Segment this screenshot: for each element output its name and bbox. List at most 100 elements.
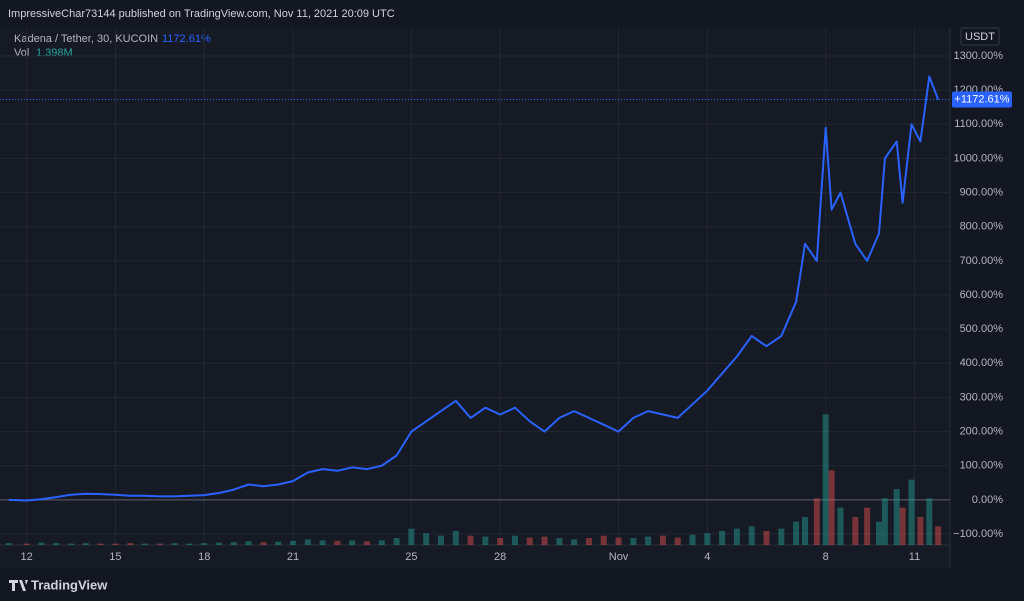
volume-bar — [97, 543, 104, 545]
y-tick-label: −100.00% — [953, 528, 1003, 540]
currency-box — [960, 27, 1000, 46]
volume-bar — [68, 543, 75, 545]
volume-bar — [813, 498, 820, 545]
y-tick-label: 300.00% — [960, 391, 1004, 403]
x-tick-label: 18 — [198, 551, 210, 563]
x-tick-label: 4 — [704, 551, 710, 563]
plot-background — [0, 28, 950, 568]
volume-bar — [585, 538, 592, 545]
volume-bar — [408, 528, 415, 545]
y-tick-label: 200.00% — [960, 425, 1004, 437]
volume-bar — [260, 542, 267, 545]
logo-icon — [9, 580, 28, 591]
price-line-series — [8, 75, 940, 502]
volume-bar — [245, 541, 252, 545]
volume-bar — [908, 479, 915, 545]
volume-bar — [801, 517, 808, 545]
volume-last: 1.398M — [36, 47, 73, 59]
y-tick-label: 400.00% — [960, 357, 1004, 369]
volume-bar — [763, 531, 770, 545]
volume-bar — [53, 543, 60, 545]
volume-bar — [704, 533, 711, 545]
price-label: +1172.61% — [954, 93, 1009, 105]
volume-bar — [837, 507, 844, 545]
volume-bar — [304, 539, 311, 545]
volume-bar — [142, 543, 149, 545]
x-tick-label: 28 — [494, 551, 506, 563]
volume-bar — [497, 538, 504, 545]
volume-bar — [571, 539, 578, 545]
volume-bar — [201, 543, 208, 545]
y-tick-label: 800.00% — [960, 221, 1004, 233]
volume-bar — [793, 521, 800, 545]
y-tick-label: 1100.00% — [954, 118, 1003, 130]
volume-bar — [778, 528, 785, 545]
y-tick-label: 0.00% — [972, 494, 1003, 506]
volume-bar — [349, 540, 356, 545]
x-tick-label: 15 — [109, 551, 121, 563]
volume-bar — [899, 507, 906, 545]
y-tick-label: 500.00% — [960, 323, 1004, 335]
volume-bar — [615, 537, 622, 545]
x-tick-label: 12 — [21, 551, 33, 563]
y-tick-label: 1000.00% — [953, 152, 1003, 164]
volume-bar — [917, 517, 924, 545]
y-tick-label: 900.00% — [960, 186, 1004, 198]
price-label-box — [952, 91, 1012, 108]
volume-bar — [733, 528, 740, 545]
volume-bar — [5, 543, 12, 545]
footer-logo: TradingView — [9, 577, 108, 592]
volume-bar — [452, 531, 459, 545]
volume-bar — [875, 521, 882, 545]
y-tick-label: 100.00% — [960, 460, 1004, 472]
volume-bar — [719, 531, 726, 545]
volume-bar — [630, 538, 637, 545]
footer-brand: TradingView — [31, 577, 108, 592]
volume-bar — [893, 489, 900, 545]
volume-bar — [852, 517, 859, 545]
volume-bar — [186, 543, 193, 545]
volume-bar — [127, 543, 134, 545]
volume-bar — [748, 526, 755, 545]
volume-bar — [645, 536, 652, 545]
x-tick-label: 11 — [909, 551, 920, 563]
chart-title: Kadena / Tether, 30, KUCOIN — [14, 33, 158, 45]
volume-bar — [881, 498, 888, 545]
volume-bar — [23, 543, 30, 545]
volume-bar — [378, 540, 385, 545]
y-tick-label: 600.00% — [960, 289, 1004, 301]
volume-bar — [216, 542, 223, 545]
volume-bar — [659, 535, 666, 545]
legend-value: 1172.61% — [162, 33, 211, 45]
volume-bar — [423, 533, 430, 545]
volume-bar — [526, 537, 533, 545]
volume-bar — [600, 535, 607, 545]
volume-bar — [156, 543, 163, 545]
volume-bar — [674, 537, 681, 545]
volume-bar — [112, 543, 119, 545]
volume-bar — [437, 535, 444, 545]
volume-bar — [541, 536, 548, 545]
y-tick-label: 700.00% — [960, 255, 1004, 267]
y-tick-label: 1300.00% — [953, 50, 1003, 62]
volume-bar — [511, 535, 518, 545]
volume-bar — [926, 498, 933, 545]
volume-bar — [334, 540, 341, 545]
volume-bar — [38, 542, 45, 545]
volume-bar — [689, 534, 696, 545]
volume-bar — [171, 543, 178, 545]
volume-bar — [828, 470, 835, 545]
volume-bar — [230, 542, 237, 545]
volume-bar — [393, 538, 400, 545]
volume-bar — [467, 535, 474, 545]
volume-bar — [275, 541, 282, 545]
header-text: ImpressiveChar73144 published on Trading… — [8, 8, 395, 20]
currency: USDT — [965, 31, 995, 43]
x-tick-label: 8 — [823, 551, 829, 563]
volume-bar — [319, 540, 326, 545]
volume-bar — [935, 526, 942, 545]
volume-bar — [864, 507, 871, 545]
volume-bar — [82, 543, 89, 545]
volume-bar — [822, 414, 829, 545]
